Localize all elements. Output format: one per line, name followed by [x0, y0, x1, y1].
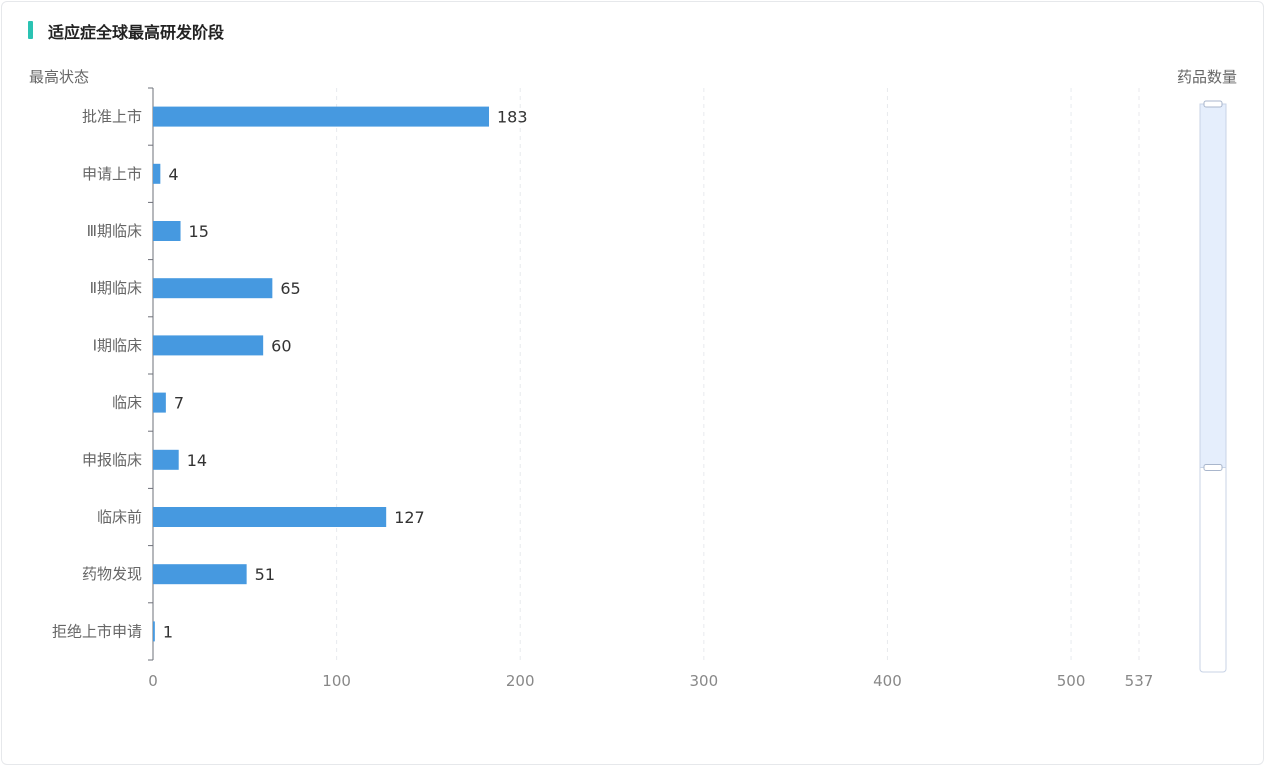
- bar: [153, 106, 490, 127]
- value-label: 7: [174, 394, 184, 413]
- value-label: 51: [255, 565, 275, 584]
- value-label: 1: [163, 622, 173, 641]
- chart-title: 适应症全球最高研发阶段: [48, 23, 225, 42]
- y-axis-title: 最高状态: [29, 68, 90, 86]
- x-tick-label: 500: [1057, 672, 1086, 690]
- x-tick-label: 100: [322, 672, 351, 690]
- scrollbar-handle-bottom[interactable]: [1203, 464, 1223, 472]
- bar: [153, 392, 166, 413]
- value-label: 14: [187, 451, 207, 470]
- x-tick-label: 300: [690, 672, 719, 690]
- category-label: Ⅰ期临床: [93, 336, 142, 354]
- bar: [153, 163, 161, 184]
- scrollbar-handle-top[interactable]: [1203, 100, 1223, 108]
- category-label: 申请上市: [82, 165, 142, 183]
- scrollbar-window[interactable]: [1199, 103, 1227, 469]
- title-accent-bar: [28, 21, 33, 39]
- value-label: 15: [189, 222, 209, 241]
- category-label: 批准上市: [82, 108, 142, 126]
- category-label: Ⅲ期临床: [87, 222, 142, 240]
- category-label: 临床前: [97, 508, 142, 526]
- bar: [153, 564, 247, 585]
- x-axis-title: 药品数量: [1176, 68, 1237, 86]
- value-label: 127: [394, 508, 425, 527]
- category-label: 申报临床: [82, 451, 142, 469]
- value-label: 60: [271, 336, 291, 355]
- bar: [153, 221, 181, 241]
- bar: [153, 335, 264, 356]
- category-label: 药物发现: [82, 565, 142, 583]
- bar: [153, 507, 387, 527]
- value-label: 4: [168, 165, 178, 184]
- x-tick-label: 200: [506, 672, 535, 690]
- category-label: 拒绝上市申请: [52, 622, 142, 640]
- category-label: Ⅱ期临床: [90, 279, 142, 297]
- value-label: 65: [280, 279, 300, 298]
- x-tick-label: 0: [148, 672, 158, 690]
- x-tick-label: 400: [873, 672, 902, 690]
- category-label: 临床: [112, 394, 142, 412]
- x-tick-label: 537: [1125, 672, 1154, 690]
- bar: [153, 278, 273, 299]
- value-label: 183: [497, 108, 528, 127]
- bar: [153, 621, 155, 642]
- bar: [153, 449, 179, 470]
